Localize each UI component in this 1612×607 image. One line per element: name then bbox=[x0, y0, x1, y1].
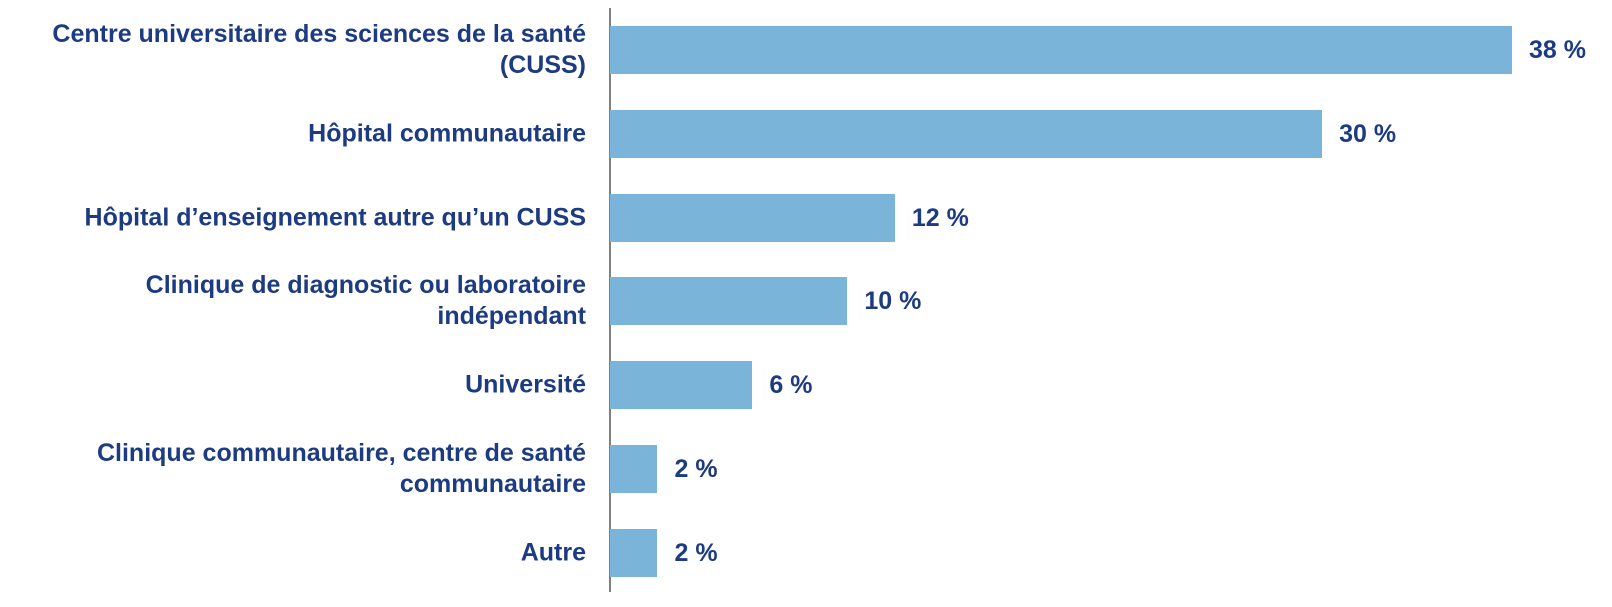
category-label: Autre bbox=[520, 538, 586, 567]
value-label: 2 % bbox=[674, 538, 718, 567]
category-label: Hôpital d’enseignement autre qu’un CUSS bbox=[84, 203, 586, 232]
bar bbox=[610, 193, 895, 242]
value-label: 38 % bbox=[1529, 36, 1586, 64]
category-label: Clinique communautaire, centre de santé … bbox=[96, 439, 586, 498]
category-label: Hôpital communautaire bbox=[308, 119, 586, 148]
category-label: Université bbox=[465, 370, 586, 399]
value-label: 6 % bbox=[769, 371, 813, 400]
value-label: 30 % bbox=[1339, 119, 1397, 148]
value-label: 2 % bbox=[674, 455, 718, 483]
axis-line bbox=[609, 8, 611, 592]
category-label: Centre universitaire des sciences de la … bbox=[52, 20, 586, 79]
category-label: Clinique de diagnostic ou laboratoire in… bbox=[145, 271, 586, 331]
bar bbox=[610, 26, 1512, 74]
bar bbox=[610, 109, 1323, 158]
bar bbox=[610, 361, 753, 410]
bar bbox=[610, 528, 658, 577]
bar bbox=[610, 277, 848, 326]
value-label: 12 % bbox=[911, 203, 969, 232]
value-label: 10 % bbox=[864, 287, 922, 316]
bar bbox=[610, 445, 658, 493]
